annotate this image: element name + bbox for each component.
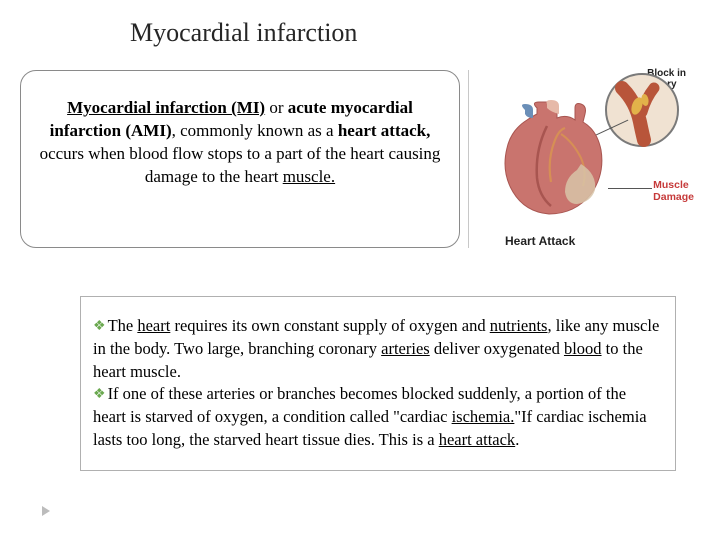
b1-mid1: requires its own constant supply of oxyg… bbox=[170, 316, 489, 335]
bullet-1: ❖The heart requires its own constant sup… bbox=[93, 315, 663, 383]
diamond-bullet-icon: ❖ bbox=[93, 385, 106, 404]
intro-muscle: muscle. bbox=[283, 167, 335, 186]
link-blood[interactable]: blood bbox=[564, 339, 602, 358]
top-section: Myocardial infarction (MI) or acute myoc… bbox=[20, 70, 700, 248]
b1-pre: The bbox=[108, 316, 138, 335]
heart-icon bbox=[487, 100, 617, 220]
bullet-2: ❖If one of these arteries or branches be… bbox=[93, 383, 663, 451]
bullets-box: ❖The heart requires its own constant sup… bbox=[80, 296, 676, 471]
slide-container: Myocardial infarction Myocardial infarct… bbox=[0, 0, 720, 540]
next-arrow-icon bbox=[42, 506, 50, 516]
label-muscle-l1: Muscle bbox=[653, 180, 694, 192]
label-muscle-l2: Damage bbox=[653, 192, 694, 204]
intro-lead: Myocardial infarction (MI) bbox=[67, 98, 265, 117]
b1-mid3: deliver oxygenated bbox=[430, 339, 564, 358]
intro-or: or bbox=[265, 98, 288, 117]
label-muscle-damage: Muscle Damage bbox=[653, 180, 694, 203]
link-nutrients[interactable]: nutrients bbox=[490, 316, 548, 335]
heart-diagram: Block in Artery bbox=[468, 70, 688, 248]
label-heart-attack: Heart Attack bbox=[505, 234, 575, 248]
pointer-line-muscle bbox=[608, 188, 652, 189]
link-ischemia[interactable]: ischemia. bbox=[452, 407, 515, 426]
intro-mid1: commonly known as a bbox=[176, 121, 338, 140]
link-arteries[interactable]: arteries bbox=[381, 339, 430, 358]
diamond-bullet-icon: ❖ bbox=[93, 317, 106, 336]
link-heart-attack[interactable]: heart attack bbox=[439, 430, 516, 449]
page-title: Myocardial infarction bbox=[130, 18, 700, 48]
intro-paragraph-box: Myocardial infarction (MI) or acute myoc… bbox=[20, 70, 460, 248]
intro-heart-attack: heart attack, bbox=[338, 121, 431, 140]
b2-end: . bbox=[515, 430, 519, 449]
link-heart[interactable]: heart bbox=[137, 316, 170, 335]
intro-mid2: occurs when blood flow stops to a part o… bbox=[40, 144, 441, 186]
